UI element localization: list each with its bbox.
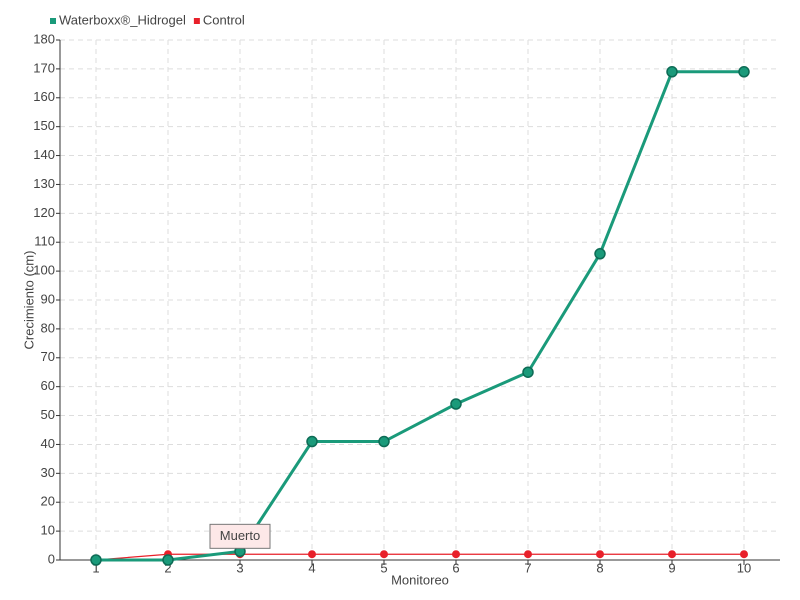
y-tick-label: 150 (33, 118, 55, 133)
point (596, 550, 604, 559)
y-tick-label: 110 (34, 234, 55, 249)
series-line (96, 70, 744, 562)
point (594, 248, 606, 260)
x-tick-label: 5 (380, 560, 387, 575)
y-tick-label: 180 (33, 31, 55, 46)
y-tick-label: 130 (33, 176, 55, 191)
y-tick-label: 0 (48, 551, 55, 566)
y-tick-label: 170 (33, 60, 55, 75)
legend-label: Waterboxx®_Hidrogel (59, 12, 186, 27)
legend-swatch (193, 18, 200, 24)
point (524, 550, 532, 559)
point (740, 550, 748, 559)
y-axis-label: Crecimiento (cm) (21, 251, 36, 350)
y-tick-label: 50 (41, 407, 55, 422)
y-tick-label: 90 (41, 291, 55, 306)
x-axis-label: Monitoreo (391, 572, 449, 587)
point (452, 550, 460, 559)
point (738, 66, 750, 78)
point (378, 435, 390, 448)
legend-swatch (50, 18, 56, 24)
y-tick-label: 20 (41, 494, 55, 509)
x-tick-label: 7 (524, 560, 531, 575)
x-tick-label: 1 (92, 560, 99, 575)
point (522, 366, 534, 378)
x-tick-label: 10 (737, 560, 751, 575)
point (90, 554, 102, 566)
point (162, 554, 174, 566)
x-tick-label: 8 (596, 560, 603, 575)
point (380, 550, 388, 559)
point (308, 550, 316, 559)
x-tick-label: 9 (668, 560, 675, 575)
annotation-box (209, 523, 271, 549)
y-tick-label: 30 (41, 465, 55, 480)
x-tick-label: 4 (308, 560, 315, 575)
y-tick-label: 100 (33, 263, 55, 278)
point (306, 435, 318, 448)
y-tick-label: 70 (41, 349, 55, 364)
y-tick-label: 80 (41, 320, 55, 335)
x-tick-label: 3 (236, 560, 243, 575)
y-tick-label: 120 (33, 205, 55, 220)
annotation: Muerto (220, 528, 260, 543)
y-tick-label: 10 (41, 523, 55, 538)
point (668, 550, 676, 559)
point (450, 398, 462, 410)
point (666, 66, 678, 78)
y-tick-label: 160 (33, 89, 55, 104)
y-tick-label: 60 (41, 378, 55, 393)
y-tick-label: 40 (41, 436, 55, 451)
y-tick-label: 140 (33, 147, 55, 162)
legend-label: Control (203, 12, 245, 27)
x-tick-label: 2 (164, 560, 171, 575)
x-tick-label: 6 (452, 560, 459, 575)
